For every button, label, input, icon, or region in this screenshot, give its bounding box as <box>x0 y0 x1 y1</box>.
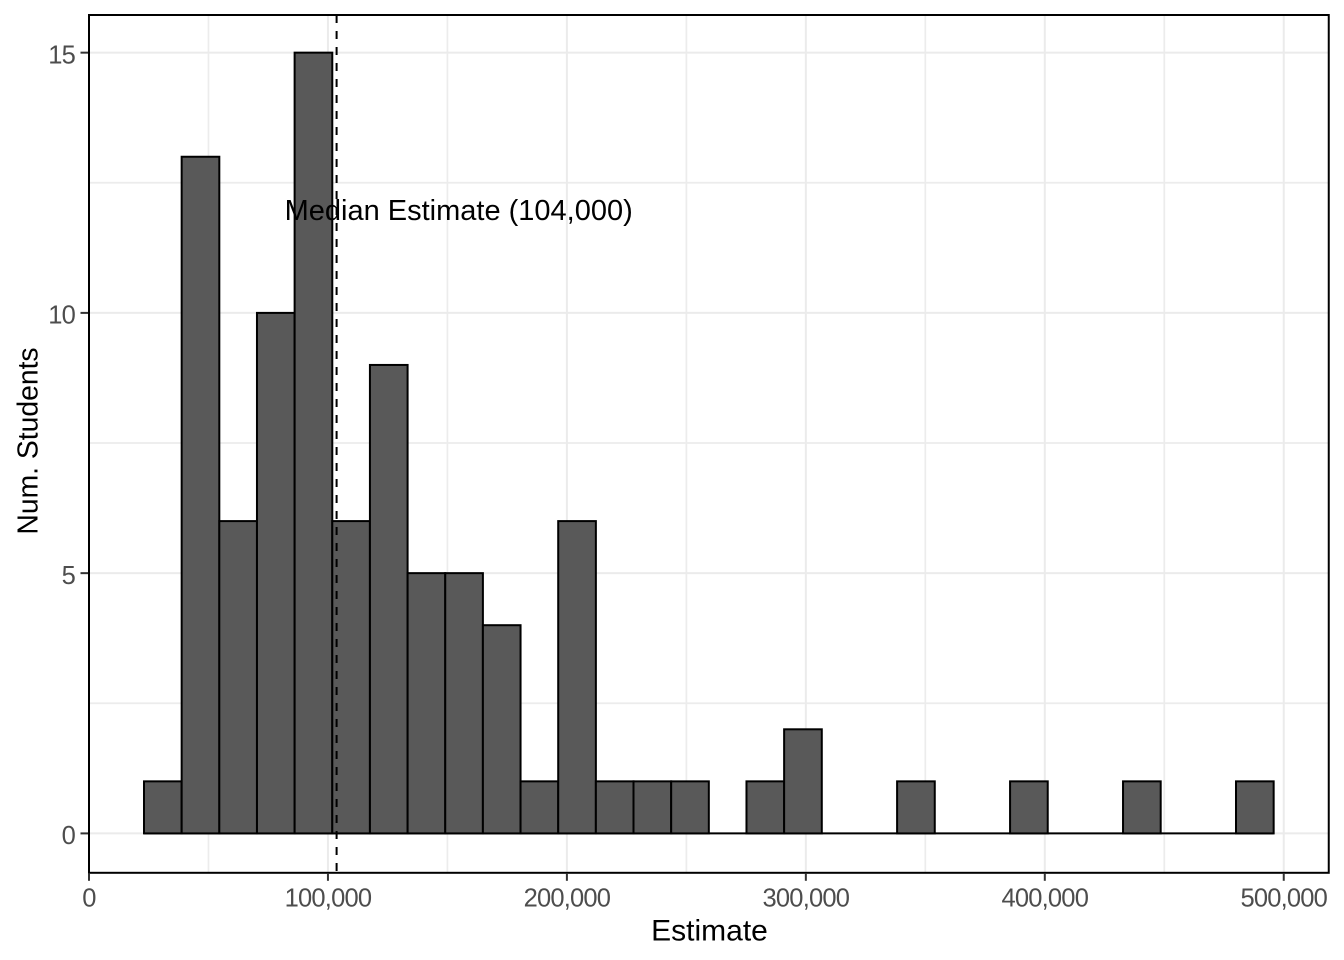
svg-text:Median Estimate (104,000): Median Estimate (104,000) <box>285 195 633 227</box>
svg-text:500,000: 500,000 <box>1240 885 1327 913</box>
svg-text:Estimate: Estimate <box>651 915 768 948</box>
svg-text:0: 0 <box>82 885 96 913</box>
svg-text:5: 5 <box>62 562 76 590</box>
svg-text:15: 15 <box>48 41 75 69</box>
svg-text:0: 0 <box>62 822 76 850</box>
svg-text:100,000: 100,000 <box>285 885 372 913</box>
svg-text:400,000: 400,000 <box>1002 885 1089 913</box>
svg-text:200,000: 200,000 <box>524 885 611 913</box>
svg-text:Num. Students: Num. Students <box>11 347 43 534</box>
svg-text:10: 10 <box>48 302 75 330</box>
svg-text:300,000: 300,000 <box>763 885 850 913</box>
